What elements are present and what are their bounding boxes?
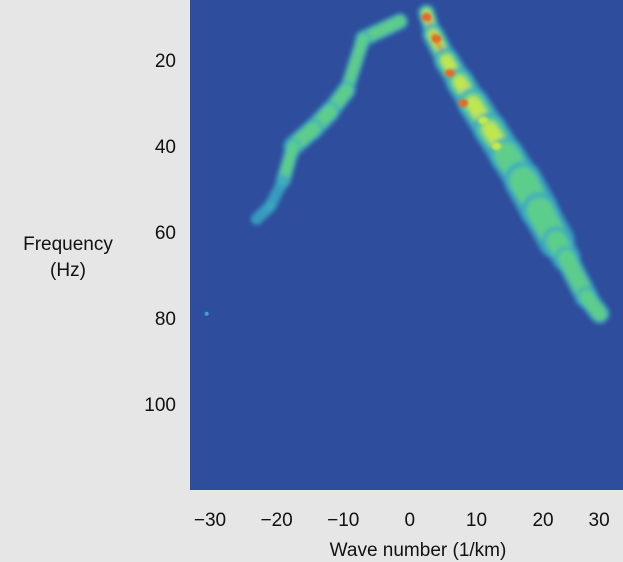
x-axis-label: Wave number (1/km) [330,540,507,561]
x-tick-labels: −30 −20 −10 0 10 20 30 [194,510,610,531]
hot-spot-1 [421,13,431,21]
y-axis-label-line-1: Frequency [23,234,113,255]
hot-spot-2 [431,35,441,43]
y-tick-label: 100 [144,395,176,416]
x-tick-label: 0 [405,510,416,531]
x-tick-label: 10 [466,510,487,531]
y-tick-label: 40 [155,137,176,158]
y-tick-label: 20 [155,51,176,72]
x-tick-label: 20 [532,510,553,531]
y-tick-labels: 20 40 60 80 100 [144,51,176,416]
isolated-point-1 [205,312,209,316]
y-tick-label: 80 [155,309,176,330]
hot-spot-3 [445,69,455,77]
hot-spot-6 [491,142,501,150]
x-tick-label: −30 [194,510,226,531]
hot-spot-5 [478,116,488,124]
x-tick-label: 30 [589,510,610,531]
y-tick-label: 60 [155,223,176,244]
x-tick-label: −10 [327,510,359,531]
y-axis-label-line-2: (Hz) [50,260,86,281]
hot-spot-4 [458,99,468,107]
x-tick-label: −20 [260,510,292,531]
